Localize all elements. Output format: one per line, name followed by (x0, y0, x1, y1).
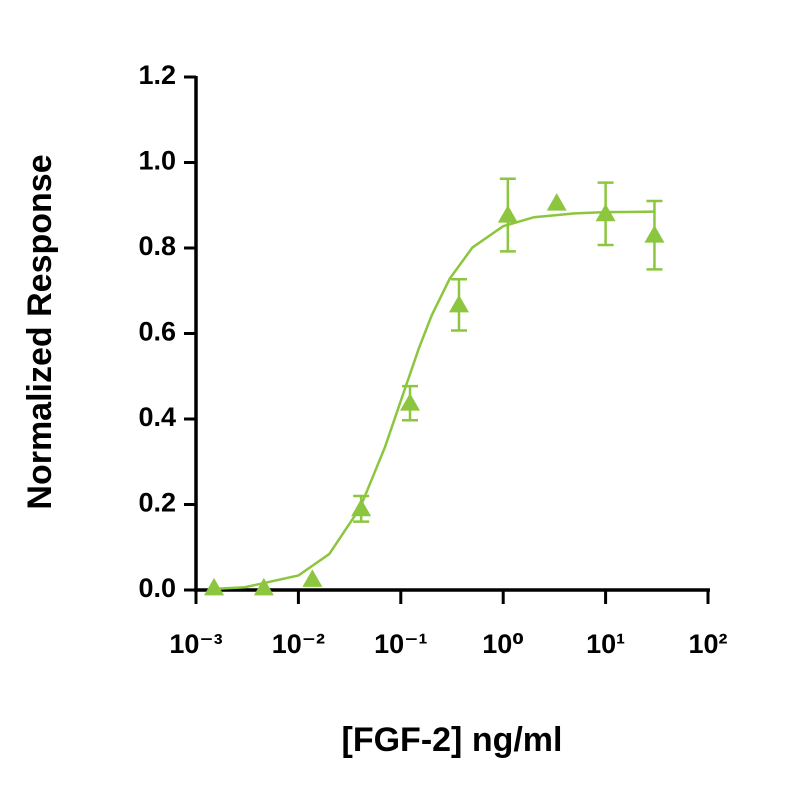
y-tick-label: 1.0 (138, 146, 176, 176)
point (644, 225, 665, 243)
y-tick-label: 0.4 (138, 402, 176, 432)
point (448, 294, 469, 313)
x-tick-label: 10¹ (586, 629, 625, 659)
y-tick-label: 0.6 (138, 317, 176, 347)
point (595, 203, 616, 222)
y-tick-label: 1.2 (138, 60, 176, 90)
x-tick-label: 10⁰ (482, 629, 524, 659)
point (351, 498, 372, 517)
y-tick-label: 0.8 (138, 231, 176, 261)
x-axis-title: [FGF-2] ng/ml (342, 721, 563, 759)
point (497, 205, 518, 223)
fit-curve (213, 210, 655, 591)
point (204, 577, 225, 596)
x-tick-label: 10⁻¹ (374, 629, 427, 659)
y-tick-label: 0.0 (138, 573, 176, 603)
x-tick-label: 10⁻² (272, 629, 325, 659)
x-tick-label: 10² (688, 629, 727, 659)
x-tick-label: 10⁻³ (169, 629, 222, 659)
point (253, 577, 274, 596)
point (546, 193, 567, 211)
y-axis-title: Normalized Response (21, 154, 59, 509)
point (400, 393, 421, 411)
point (302, 569, 323, 587)
y-tick-label: 0.2 (138, 488, 176, 518)
